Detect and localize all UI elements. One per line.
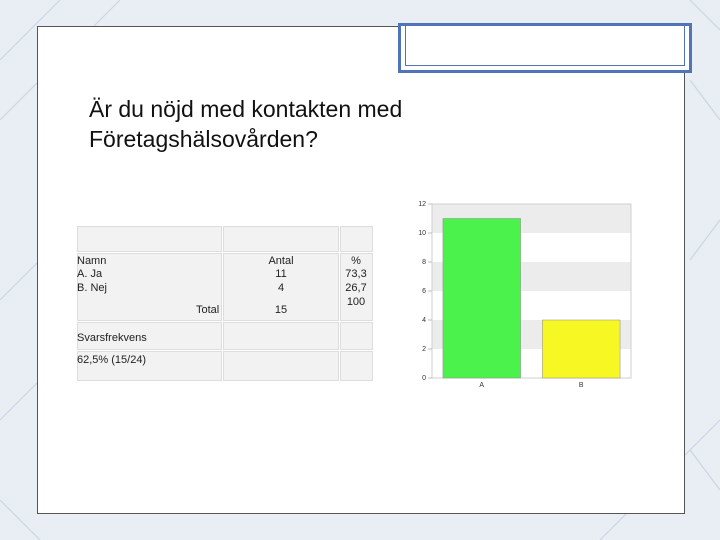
header-namn: Namn <box>77 255 107 267</box>
response-rate-value: 62,5% (15/24) <box>77 354 147 366</box>
title-line-2: Företagshälsovården? <box>89 126 318 152</box>
table-cell <box>77 322 222 350</box>
table-cell <box>77 253 222 321</box>
title-line-1: Är du nöjd med kontakten med <box>89 96 403 122</box>
total-antal: 15 <box>274 304 288 316</box>
table-cell <box>223 226 339 252</box>
table-cell <box>223 253 339 321</box>
table-cell <box>340 322 373 350</box>
header-antal: Antal <box>268 255 294 267</box>
results-table: Namn A. Ja B. Nej Total Antal 11 4 15 % … <box>77 226 373 381</box>
slide-title: Är du nöjd med kontakten med Företagshäl… <box>89 94 609 154</box>
table-cell <box>223 351 339 381</box>
header-percent: % <box>351 255 361 267</box>
row-a-antal: 11 <box>275 268 287 280</box>
table-cell <box>77 226 222 252</box>
table-cell <box>340 226 373 252</box>
row-b-percent: 26,7 <box>345 282 367 294</box>
total-percent: 100 <box>346 296 366 308</box>
header-accent-box <box>398 23 692 73</box>
table-cell <box>340 253 373 321</box>
table-cell <box>223 322 339 350</box>
row-a-label: A. Ja <box>77 268 103 280</box>
response-rate-label: Svarsfrekvens <box>77 332 147 344</box>
row-a-percent: 73,3 <box>345 268 367 280</box>
total-label: Total <box>196 304 220 316</box>
table-cell <box>340 351 373 381</box>
row-b-label: B. Nej <box>77 282 107 294</box>
table-cell <box>77 351 222 381</box>
row-b-antal: 4 <box>277 282 285 294</box>
